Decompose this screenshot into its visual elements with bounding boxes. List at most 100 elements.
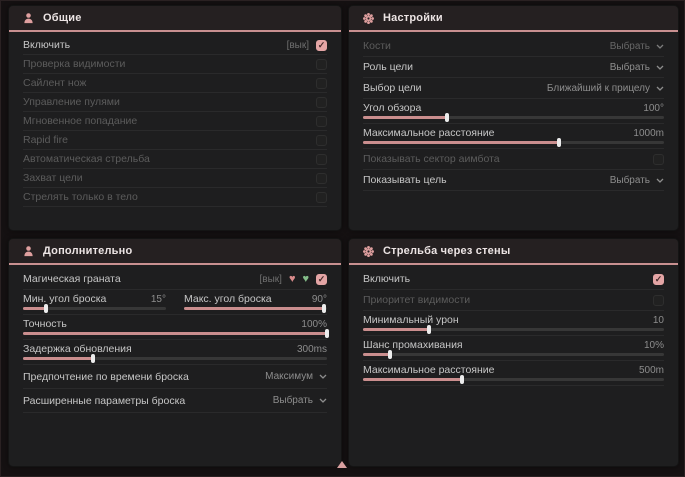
- row-throw-angles: Мин. угол броска 15° Макс. угол броска 9…: [23, 290, 327, 315]
- row-fov: Угол обзора 100°: [363, 99, 664, 124]
- setting-label: Магическая граната: [23, 273, 121, 285]
- row-silent-knife: Сайлент нож: [23, 74, 327, 93]
- row-visibility-check: Проверка видимости: [23, 55, 327, 74]
- min-throw-angle-slider[interactable]: [23, 304, 166, 313]
- setting-label: Показывать сектор аимбота: [363, 153, 500, 165]
- checkbox-wallbang-enable[interactable]: ✓: [653, 273, 664, 285]
- slider-thumb[interactable]: [427, 325, 432, 334]
- panel-wallbang: Стрельба через стены Включить ✓ Приорите…: [348, 238, 679, 467]
- advanced-throw-params-dropdown[interactable]: Выбрать: [273, 395, 327, 406]
- setting-label: Предпочтение по времени броска: [23, 370, 189, 383]
- setting-label: Роль цели: [363, 61, 414, 73]
- slider-thumb[interactable]: [445, 113, 450, 122]
- setting-label: Автоматическая стрельба: [23, 153, 150, 165]
- checkbox-auto-fire[interactable]: [316, 153, 327, 165]
- slider-value: 1000m: [633, 128, 664, 139]
- broken-heart-icon: ♥: [288, 272, 296, 285]
- max-throw-angle-slider[interactable]: [184, 304, 327, 313]
- row-wallbang-max-distance: Максимальное расстояние 500m: [363, 361, 664, 386]
- setting-label: Rapid fire: [23, 134, 68, 146]
- setting-label: Угол обзора: [363, 102, 422, 114]
- accuracy-slider[interactable]: [23, 329, 329, 338]
- setting-label: Проверка видимости: [23, 58, 126, 70]
- row-visibility-priority: Приоритет видимости: [363, 290, 664, 311]
- row-target-role: Роль цели Выбрать: [363, 57, 664, 78]
- slider-thumb[interactable]: [460, 375, 465, 384]
- target-role-dropdown[interactable]: Выбрать: [610, 62, 664, 73]
- checkbox-target-lock[interactable]: [316, 172, 327, 184]
- throw-time-preference-dropdown[interactable]: Максимум: [265, 371, 327, 382]
- miss-chance-slider[interactable]: [363, 350, 664, 359]
- checkbox-body-only[interactable]: [316, 191, 327, 203]
- max-distance-slider[interactable]: [363, 138, 664, 147]
- row-bones: Кости Выбрать: [363, 36, 664, 57]
- row-max-distance: Максимальное расстояние 1000m: [363, 124, 664, 149]
- setting-label: Мгновенное попадание: [23, 115, 138, 127]
- row-accuracy: Точность 100%: [23, 315, 329, 340]
- bones-dropdown[interactable]: Выбрать: [610, 41, 664, 52]
- slider-fill: [23, 354, 95, 363]
- checkbox-instant-hit[interactable]: [316, 115, 327, 127]
- setting-label: Минимальный урон: [363, 314, 459, 326]
- row-min-damage: Минимальный урон 10: [363, 311, 664, 336]
- show-target-dropdown[interactable]: Выбрать: [610, 175, 664, 186]
- target-selection-dropdown[interactable]: Ближайший к прицелу: [547, 83, 664, 94]
- slider-thumb[interactable]: [43, 304, 48, 313]
- dropdown-value: Максимум: [265, 371, 313, 382]
- chevron-down-icon: [656, 44, 664, 49]
- checkbox-rapid-fire[interactable]: [316, 134, 327, 146]
- update-delay-slider[interactable]: [23, 354, 327, 363]
- setting-label: Приоритет видимости: [363, 294, 471, 306]
- slider-thumb[interactable]: [556, 138, 561, 147]
- checkbox-show-aimbot-sector[interactable]: [653, 153, 664, 165]
- panel-general-header: Общие: [9, 6, 341, 32]
- chevron-down-icon: [656, 86, 664, 91]
- slider-fill: [363, 138, 561, 147]
- wallbang-max-distance-slider[interactable]: [363, 375, 664, 384]
- checkbox-silent-knife[interactable]: [316, 77, 327, 89]
- min-throw-angle-group: Мин. угол броска 15°: [23, 293, 166, 313]
- panel-title: Настройки: [383, 12, 443, 24]
- panel-title: Общие: [43, 12, 82, 24]
- slider-value: 300ms: [296, 344, 327, 355]
- panel-settings: Настройки Кости Выбрать Роль цели Выбрат…: [348, 5, 679, 231]
- slider-thumb[interactable]: [388, 350, 393, 359]
- panel-wallbang-rows: Включить ✓ Приоритет видимости Минимальн…: [349, 265, 678, 386]
- checkbox-visibility-check[interactable]: [316, 58, 327, 70]
- slider-thumb[interactable]: [322, 304, 327, 313]
- gear-icon: [362, 12, 375, 25]
- slider-thumb[interactable]: [325, 329, 329, 338]
- check-icon: ✓: [654, 273, 663, 284]
- row-throw-time-preference: Предпочтение по времени броска Максимум: [23, 365, 327, 389]
- min-damage-slider[interactable]: [363, 325, 664, 334]
- chevron-down-icon: [656, 65, 664, 70]
- chevron-down-icon: [319, 374, 327, 379]
- setting-label: Максимальное расстояние: [363, 127, 495, 139]
- fov-slider[interactable]: [363, 113, 664, 122]
- slider-fill: [23, 329, 329, 338]
- checkbox-enable[interactable]: ✓: [316, 39, 327, 51]
- chevron-down-icon: [656, 178, 664, 183]
- dropdown-value: Выбрать: [609, 174, 650, 186]
- slider-thumb[interactable]: [90, 354, 95, 363]
- slider-fill: [363, 325, 432, 334]
- row-magic-grenade: Магическая граната [вык] ♥ ♥ ✓: [23, 269, 327, 290]
- setting-label: Захват цели: [23, 172, 83, 184]
- slider-value: 100°: [643, 103, 664, 114]
- slider-fill: [363, 375, 465, 384]
- row-target-lock: Захват цели: [23, 169, 327, 188]
- panel-title: Дополнительно: [43, 245, 133, 257]
- setting-label: Кости: [363, 40, 391, 52]
- checkbox-bullet-control[interactable]: [316, 96, 327, 108]
- scroll-up-indicator-icon[interactable]: [337, 461, 347, 468]
- checkbox-visibility-priority[interactable]: [653, 294, 664, 306]
- checkbox-magic-grenade[interactable]: ✓: [316, 273, 327, 285]
- row-show-target: Показывать цель Выбрать: [363, 170, 664, 191]
- row-target-selection: Выбор цели Ближайший к прицелу: [363, 78, 664, 99]
- panel-settings-header: Настройки: [349, 6, 678, 32]
- row-bullet-control: Управление пулями: [23, 93, 327, 112]
- dropdown-value: Выбрать: [609, 40, 650, 52]
- setting-label: Расширенные параметры броска: [23, 394, 186, 407]
- row-show-aimbot-sector: Показывать сектор аимбота: [363, 149, 664, 170]
